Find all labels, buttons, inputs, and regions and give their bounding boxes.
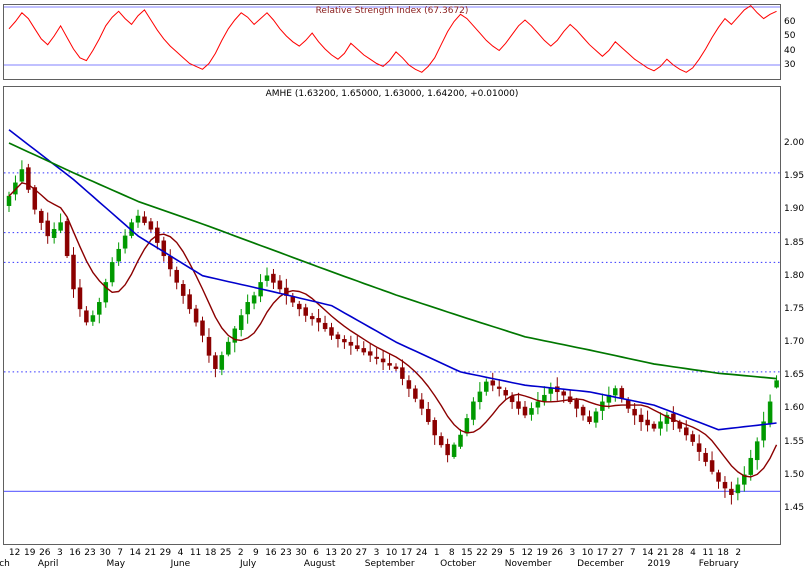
x-axis-day-label: 3 (373, 548, 380, 558)
x-axis-day-label: 27 (355, 548, 368, 558)
price-y-axis-label: 1.85 (784, 237, 805, 248)
x-axis-day-label: 4 (690, 548, 696, 558)
x-axis-day-label: 9 (252, 548, 259, 558)
x-axis-month-label: February (698, 559, 739, 569)
price-y-axis-label: 2.00 (784, 138, 805, 148)
x-axis-month-label: December (577, 559, 624, 569)
x-axis-day-label: 2 (237, 548, 244, 558)
x-axis-day-label: 26 (551, 548, 564, 558)
x-axis-day-label: 7 (117, 548, 124, 558)
x-axis-day-label: 15 (461, 548, 473, 558)
x-axis-day-label: 5 (509, 548, 515, 558)
x-axis-day-label: 23 (84, 548, 96, 558)
price-y-axis-label: 1.75 (784, 303, 805, 314)
x-axis-day-label: 11 (189, 548, 202, 558)
x-axis-day-label: 7 (629, 548, 636, 558)
price-y-axis-label: 1.50 (784, 469, 805, 480)
price-y-axis-label: 1.45 (784, 502, 805, 513)
x-axis-day-label: 11 (702, 548, 714, 558)
x-axis-day-label: 12 (521, 548, 533, 558)
x-axis-day-label: 22 (476, 548, 488, 558)
price-y-axis-label: 1.70 (784, 337, 805, 348)
x-axis-month-label: September (364, 559, 415, 569)
x-axis-day-label: 17 (596, 548, 609, 558)
x-axis-day-label: 19 (24, 548, 36, 558)
x-axis-month-label: May (106, 559, 126, 569)
x-axis-month-label: November (504, 559, 552, 569)
price-y-axis-label: 1.60 (784, 403, 805, 414)
rsi-y-axis-label: 50 (784, 31, 796, 41)
x-axis-day-label: 3 (569, 548, 576, 558)
x-axis-day-label: 30 (99, 548, 111, 558)
price-y-axis-label: 1.80 (784, 270, 805, 281)
x-axis-day-label: 24 (415, 548, 428, 558)
x-axis-day-label: 27 (611, 548, 624, 558)
x-axis-day-label: 23 (280, 548, 292, 558)
x-axis-day-label: 10 (581, 548, 594, 558)
x-axis-day-label: 6 (313, 548, 320, 558)
x-axis-day-label: 16 (69, 548, 81, 558)
x-axis-day-label: 14 (642, 548, 654, 558)
x-axis-month-label: October (440, 559, 477, 569)
x-axis-day-label: 26 (39, 548, 51, 558)
x-axis-day-label: 21 (144, 548, 157, 558)
price-plot (3, 86, 781, 545)
x-axis-day-label: 8 (448, 548, 455, 558)
x-axis-day-label: 29 (159, 548, 172, 558)
price-y-axis-label: 1.95 (784, 171, 805, 182)
price-y-axis-label: 1.65 (784, 370, 805, 381)
x-axis-day-label: 19 (536, 548, 548, 558)
x-axis-day-label: 3 (57, 548, 63, 558)
x-axis-month-label: 2019 (647, 559, 671, 569)
x-axis-day-label: 25 (219, 548, 232, 558)
x-axis-day-label: 16 (265, 548, 277, 558)
x-axis-day-label: 30 (295, 548, 307, 558)
x-axis-day-label: 18 (717, 548, 729, 558)
x-axis-day-label: 13 (325, 548, 337, 558)
x-axis-day-label: 12 (8, 548, 21, 558)
x-axis-day-label: 17 (400, 548, 413, 558)
price-y-axis-label: 1.55 (784, 436, 805, 447)
rsi-y-axis-label: 30 (784, 60, 796, 70)
x-axis-day-label: 29 (491, 548, 503, 558)
rsi-y-axis-label: 40 (784, 45, 796, 56)
x-axis-day-label: 10 (385, 548, 398, 558)
x-axis-day-label: 18 (204, 548, 217, 558)
x-axis-month-label: August (303, 559, 336, 569)
x-axis-day-label: 20 (340, 548, 353, 558)
x-axis-day-label: 21 (657, 548, 669, 558)
x-axis-day-label: 28 (672, 548, 684, 558)
x-axis-month-label: ch (0, 559, 10, 569)
price-y-axis-label: 1.90 (784, 204, 805, 215)
x-axis-day-label: 1 (433, 548, 440, 558)
x-axis-month-label: July (239, 559, 257, 569)
rsi-y-axis-label: 60 (784, 16, 796, 27)
rsi-plot (3, 4, 781, 80)
x-axis-day-label: 14 (129, 548, 141, 558)
x-axis-month-label: April (37, 559, 59, 569)
x-axis-day-label: 2 (735, 548, 742, 558)
x-axis-day-label: 4 (177, 548, 184, 558)
x-axis-month-label: June (170, 559, 191, 569)
